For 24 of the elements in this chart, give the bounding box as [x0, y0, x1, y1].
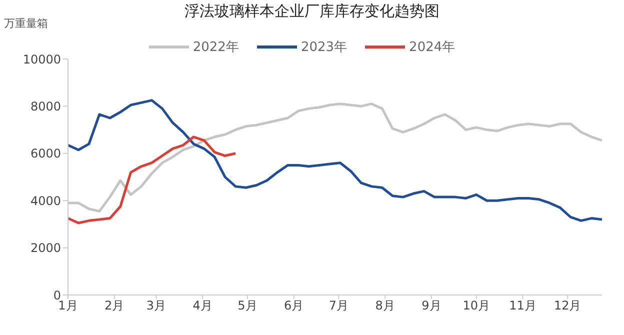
y-tick-label: 8000	[30, 99, 61, 114]
y-tick-label: 2000	[30, 241, 61, 256]
y-tick-label: 6000	[30, 146, 61, 161]
line-series	[68, 136, 237, 224]
x-tick-label: 12月	[554, 298, 582, 313]
y-tick-label: 4000	[30, 194, 61, 208]
y-tick-label: 0	[53, 288, 61, 302]
legend-label: 2022年	[192, 39, 239, 56]
x-tick-label: 1月	[58, 298, 78, 313]
text: 万重量箱	[4, 17, 48, 30]
x-tick-label: 6月	[284, 298, 304, 313]
x-tick-label: 5月	[238, 298, 258, 313]
x-tick-label: 3月	[146, 298, 166, 313]
x-tick-label: 9月	[422, 298, 442, 313]
legend-label: 2024年	[409, 39, 456, 56]
y-tick-label: 10000	[22, 52, 61, 66]
x-tick-label: 7月	[328, 298, 349, 313]
x-tick-label: 11月	[509, 298, 536, 313]
legend-label: 2023年	[300, 39, 348, 56]
x-tick-label: 8月	[375, 298, 395, 313]
chart-title: 浮法玻璃样本企业厂库库存变化趋势图	[184, 2, 440, 20]
x-tick-label: 10月	[462, 298, 490, 313]
x-tick-label: 2月	[104, 298, 124, 313]
x-tick-label: 4月	[192, 298, 212, 313]
